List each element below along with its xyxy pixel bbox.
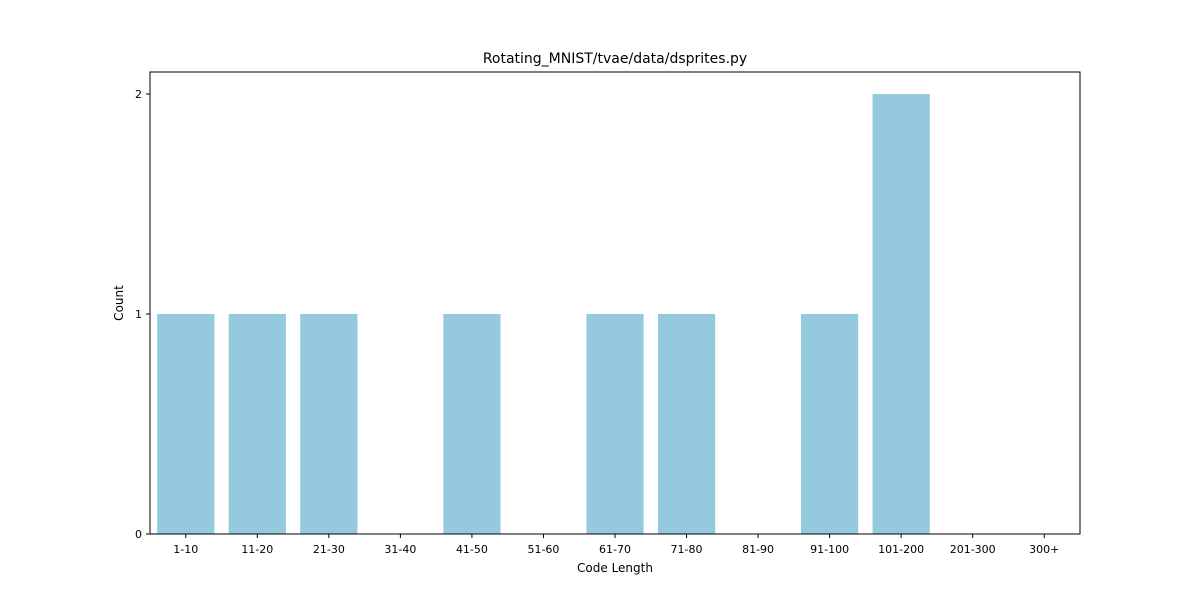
x-tick-label: 51-60	[527, 543, 559, 556]
y-tick-label: 2	[135, 88, 142, 101]
x-tick-label: 201-300	[950, 543, 996, 556]
x-tick-label: 21-30	[313, 543, 345, 556]
x-tick-label: 101-200	[878, 543, 924, 556]
bar-1-10	[157, 314, 215, 534]
bar-41-50	[443, 314, 501, 534]
chart-title: Rotating_MNIST/tvae/data/dsprites.py	[483, 51, 747, 67]
bar-91-100	[801, 314, 859, 534]
bar-71-80	[657, 314, 716, 534]
y-axis-label: Count	[112, 285, 126, 321]
x-tick-label: 41-50	[456, 543, 488, 556]
bar-61-70	[586, 314, 644, 534]
x-tick-label: 81-90	[742, 543, 774, 556]
y-axis: 0 1 2	[135, 88, 150, 541]
x-tick-label: 61-70	[599, 543, 631, 556]
bar-11-20	[228, 314, 286, 534]
x-tick-label: 1-10	[173, 543, 198, 556]
x-tick-label: 71-80	[671, 543, 703, 556]
x-tick-label: 91-100	[810, 543, 849, 556]
x-tick-label: 300+	[1029, 543, 1059, 556]
x-axis: 1-10 11-20 21-30 31-40 41-50 51-60 61-70 71-80 8…	[173, 534, 1059, 556]
y-tick-label: 1	[135, 308, 142, 321]
bars-group	[157, 94, 930, 534]
y-tick-label: 0	[135, 528, 142, 541]
x-tick-label: 11-20	[241, 543, 273, 556]
x-axis-label: Code Length	[577, 561, 653, 575]
bar-101-200	[872, 94, 930, 534]
bar-21-30	[300, 314, 358, 534]
x-tick-label: 31-40	[384, 543, 416, 556]
